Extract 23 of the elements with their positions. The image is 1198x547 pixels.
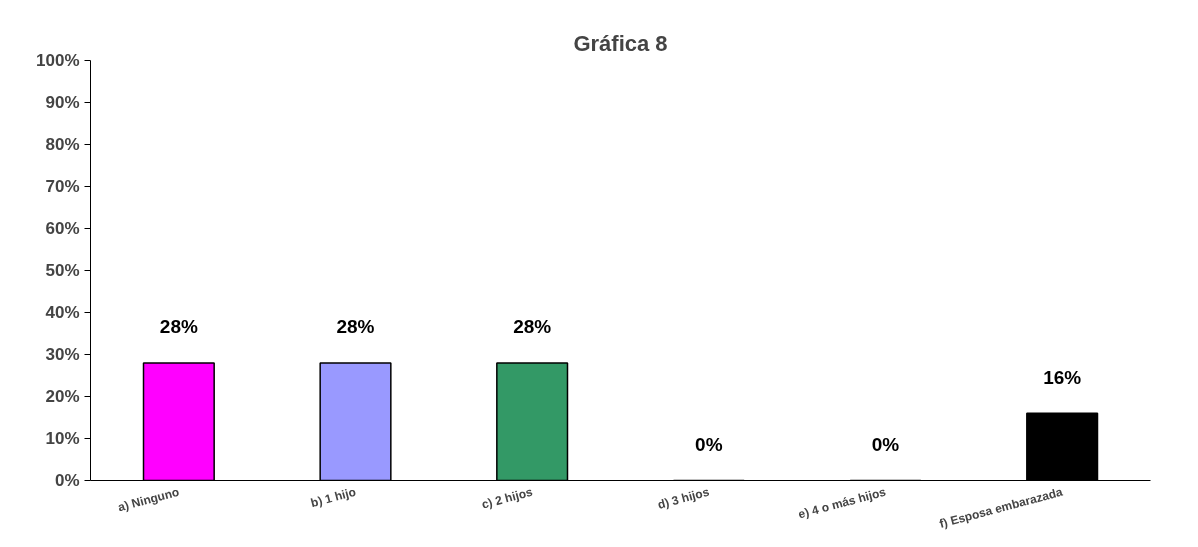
y-tick-label: 90% (45, 93, 80, 112)
data-label: 28% (513, 316, 552, 338)
x-tick-label: c) 2 hijos (480, 484, 535, 512)
x-tick-label: a) Ninguno (116, 484, 181, 515)
y-tick-label: 30% (45, 345, 80, 364)
data-label: 0% (871, 434, 900, 455)
y-tick-label: 10% (45, 429, 80, 448)
data-label: 16% (1043, 366, 1082, 388)
y-tick-label: 50% (45, 261, 80, 280)
y-tick-label: 80% (45, 135, 80, 154)
data-label: 0% (695, 434, 723, 455)
x-tick-label: b) 1 hijo (309, 484, 358, 511)
y-tick-label: 60% (45, 219, 80, 238)
y-tick-label: 40% (45, 303, 80, 322)
x-tick-label: e) 4 o más hijos (796, 484, 888, 522)
y-tick-label: 0% (54, 471, 80, 490)
chart-title: Gráfica 8 (573, 30, 668, 56)
data-label: 28% (336, 316, 375, 338)
x-tick-label: d) 3 hijos (656, 484, 711, 512)
y-tick-label: 20% (45, 387, 80, 406)
y-tick-label: 70% (45, 177, 80, 196)
y-tick-label: 100% (36, 51, 80, 70)
data-label: 28% (159, 316, 198, 338)
